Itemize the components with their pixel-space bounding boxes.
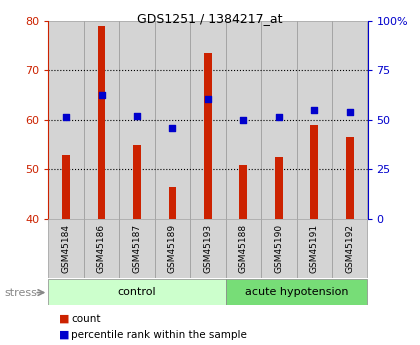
Point xyxy=(346,110,353,115)
Point xyxy=(205,96,211,102)
Text: acute hypotension: acute hypotension xyxy=(245,287,348,297)
Bar xyxy=(119,21,155,219)
Text: GSM45190: GSM45190 xyxy=(274,224,284,273)
Text: count: count xyxy=(71,314,101,324)
Bar xyxy=(155,21,190,219)
Text: GSM45192: GSM45192 xyxy=(345,224,354,273)
Bar xyxy=(48,279,226,305)
Text: GSM45186: GSM45186 xyxy=(97,224,106,273)
Point xyxy=(276,115,282,120)
Text: control: control xyxy=(118,287,156,297)
Bar xyxy=(275,157,283,219)
Point xyxy=(311,107,318,113)
Bar xyxy=(155,219,190,278)
Point xyxy=(63,115,69,120)
Bar xyxy=(346,137,354,219)
Point xyxy=(240,117,247,123)
Text: GSM45193: GSM45193 xyxy=(203,224,213,273)
Text: GDS1251 / 1384217_at: GDS1251 / 1384217_at xyxy=(137,12,283,25)
Text: stress: stress xyxy=(4,288,37,297)
Bar xyxy=(119,219,155,278)
Bar xyxy=(84,21,119,219)
Point xyxy=(134,114,140,119)
Bar xyxy=(239,165,247,219)
Bar xyxy=(226,21,261,219)
Bar xyxy=(48,21,84,219)
Bar xyxy=(168,187,176,219)
Bar xyxy=(62,155,70,219)
Bar xyxy=(190,219,226,278)
Bar xyxy=(310,125,318,219)
Text: ■: ■ xyxy=(59,330,69,339)
Bar xyxy=(297,21,332,219)
Text: GSM45189: GSM45189 xyxy=(168,224,177,273)
Point xyxy=(98,92,105,98)
Text: GSM45188: GSM45188 xyxy=(239,224,248,273)
Bar xyxy=(332,219,368,278)
Text: ■: ■ xyxy=(59,314,69,324)
Text: GSM45187: GSM45187 xyxy=(132,224,142,273)
Bar xyxy=(204,53,212,219)
Text: GSM45184: GSM45184 xyxy=(62,224,71,273)
Text: percentile rank within the sample: percentile rank within the sample xyxy=(71,330,247,339)
Bar xyxy=(190,21,226,219)
Bar xyxy=(133,145,141,219)
Point xyxy=(169,126,176,131)
Bar xyxy=(97,26,105,219)
Bar xyxy=(48,219,84,278)
Bar xyxy=(226,219,261,278)
Bar xyxy=(261,219,297,278)
Bar xyxy=(226,279,368,305)
Bar xyxy=(84,219,119,278)
Bar xyxy=(297,219,332,278)
Text: GSM45191: GSM45191 xyxy=(310,224,319,273)
Bar xyxy=(261,21,297,219)
Bar xyxy=(332,21,368,219)
